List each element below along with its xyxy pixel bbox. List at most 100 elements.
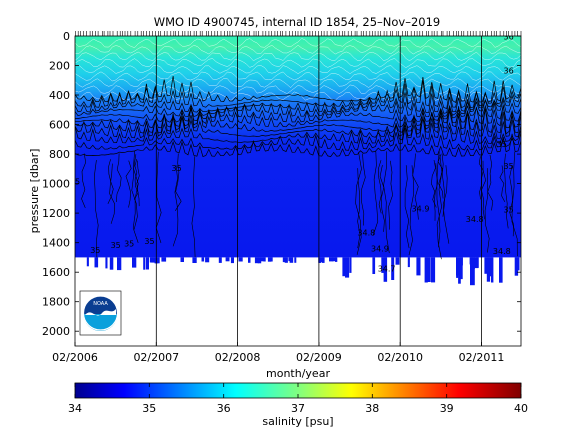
contour-label: 34.7 bbox=[378, 265, 396, 274]
profile-tail bbox=[294, 257, 297, 263]
profile-tail bbox=[143, 257, 146, 270]
noaa-logo-text: NOAA bbox=[93, 301, 108, 307]
profile-tail bbox=[192, 257, 197, 263]
profile-tail bbox=[321, 257, 325, 263]
profile-tail bbox=[230, 257, 234, 264]
contour-line bbox=[372, 151, 379, 236]
x-tick-label: 02/2009 bbox=[296, 351, 342, 364]
y-tick-label: 1800 bbox=[42, 296, 70, 309]
contour-line bbox=[404, 165, 410, 249]
colorbar-tick-label: 39 bbox=[440, 402, 454, 415]
contour-line bbox=[377, 160, 382, 214]
profile-time-ticks bbox=[75, 31, 522, 36]
contour-line bbox=[408, 165, 414, 256]
y-tick-label: 2000 bbox=[42, 325, 70, 338]
profile-tail bbox=[460, 257, 463, 266]
profile-tail bbox=[345, 257, 350, 278]
colorbar-tick-label: 38 bbox=[365, 402, 379, 415]
profile-tail bbox=[474, 257, 479, 269]
plot-frame bbox=[74, 35, 522, 347]
contour-line bbox=[388, 160, 393, 230]
profile-tail bbox=[395, 257, 400, 265]
surface-contour bbox=[75, 64, 521, 75]
profile-tail bbox=[218, 257, 222, 263]
contour-label: 34.8 bbox=[493, 247, 511, 256]
profile-tail bbox=[257, 257, 262, 264]
x-tick-label: 02/2008 bbox=[215, 351, 261, 364]
profile-tail bbox=[105, 257, 108, 269]
contour-line bbox=[437, 154, 444, 199]
contour-label: 35 bbox=[90, 246, 100, 255]
profile-tail bbox=[416, 257, 421, 276]
x-tick-label: 02/2010 bbox=[377, 351, 423, 364]
colorbar-tick-label: 34 bbox=[68, 402, 82, 415]
profile-tail bbox=[263, 257, 266, 262]
colorbar-tick-label: 35 bbox=[142, 402, 156, 415]
profile-tail bbox=[161, 257, 167, 262]
contour-line bbox=[75, 102, 521, 123]
contour-line bbox=[75, 104, 521, 129]
profile-tail bbox=[407, 257, 410, 268]
colorbar-ticks: 34 35 36 37 38 39 40 bbox=[68, 383, 528, 415]
profile-tail bbox=[318, 257, 321, 263]
profile-tail bbox=[470, 257, 475, 286]
y-tick-label: 200 bbox=[49, 60, 70, 73]
contour-line bbox=[442, 165, 450, 244]
y-tick-label: 600 bbox=[49, 119, 70, 132]
profile-tail bbox=[282, 257, 286, 263]
contour-label: 35 bbox=[124, 239, 134, 248]
contour-line bbox=[383, 151, 390, 254]
y-axis-label: pressure [dbar] bbox=[28, 149, 41, 234]
profile-tail bbox=[349, 257, 352, 273]
surface-contour bbox=[75, 44, 521, 55]
contour-label: 35 bbox=[504, 162, 514, 171]
y-tick-label: 1600 bbox=[42, 266, 70, 279]
contour-line bbox=[109, 163, 115, 224]
colorbar: 34 35 36 37 38 39 40 bbox=[68, 382, 528, 415]
profile-tail bbox=[284, 257, 288, 263]
profile-tail bbox=[484, 257, 489, 274]
contour-label: 34.8 bbox=[466, 215, 484, 224]
profile-tail bbox=[267, 257, 272, 262]
colorbar-tick-label: 36 bbox=[217, 402, 231, 415]
contour-line bbox=[125, 160, 132, 208]
contour-label: 35 bbox=[70, 177, 80, 186]
contour-label: 34.8 bbox=[357, 228, 375, 237]
surface-contour bbox=[75, 77, 521, 88]
contour-line bbox=[436, 151, 441, 248]
profile-tail bbox=[151, 257, 156, 263]
noaa-logo: NOAA bbox=[79, 290, 122, 336]
y-tick-label: 1200 bbox=[42, 207, 70, 220]
y-tick-label: 0 bbox=[63, 30, 70, 43]
contour-label: 35 bbox=[504, 206, 514, 215]
contour-line bbox=[172, 165, 179, 247]
contour-line bbox=[355, 151, 362, 255]
profile-tail bbox=[260, 257, 264, 262]
chart-title: WMO ID 4900745, internal ID 1854, 25–Nov… bbox=[154, 15, 441, 29]
contour-line bbox=[132, 154, 139, 243]
profile-tail bbox=[329, 257, 334, 262]
profile-tail bbox=[514, 257, 519, 276]
profile-tail bbox=[469, 257, 474, 265]
contour-line bbox=[116, 153, 122, 203]
x-tick-label: 02/2011 bbox=[459, 351, 505, 364]
profile-tail bbox=[381, 257, 386, 273]
surface-contour bbox=[75, 38, 521, 48]
contour-line bbox=[499, 165, 506, 203]
profile-tail bbox=[486, 257, 491, 282]
profile-tail bbox=[94, 257, 99, 268]
profile-extensions bbox=[86, 257, 520, 286]
profile-tail bbox=[238, 257, 243, 262]
contour-label: 36 bbox=[504, 33, 514, 42]
contour-line bbox=[503, 153, 509, 229]
contour-line bbox=[136, 160, 140, 207]
profile-tail bbox=[254, 257, 259, 264]
contour-line bbox=[93, 160, 99, 258]
year-marker-lines bbox=[155, 36, 482, 346]
profile-tail bbox=[335, 257, 338, 262]
y-tick-label: 1000 bbox=[42, 178, 70, 191]
